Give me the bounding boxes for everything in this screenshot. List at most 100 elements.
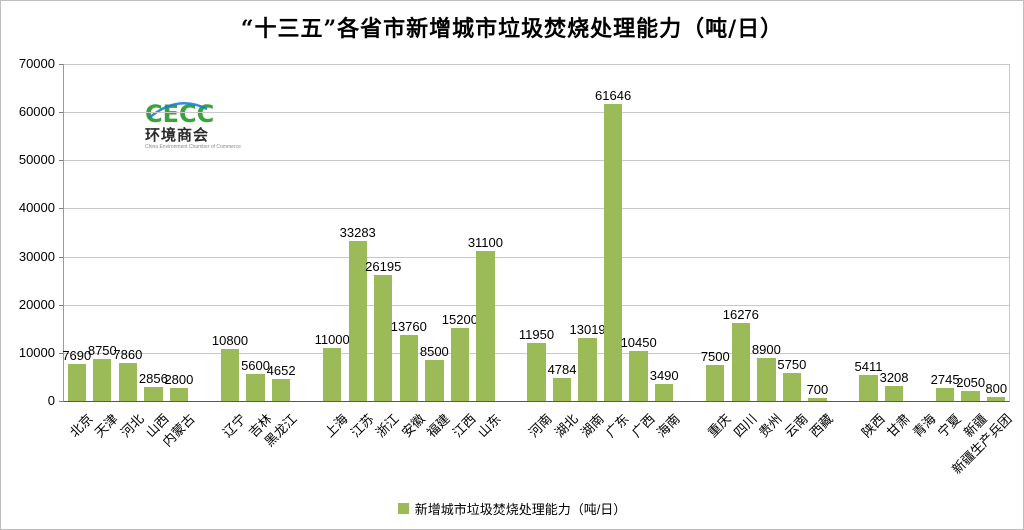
y-axis-tick — [59, 160, 63, 162]
gridline — [64, 160, 1009, 162]
x-axis-label: 福建 — [424, 411, 454, 441]
bar-value-label: 10800 — [211, 333, 249, 349]
bar — [271, 378, 291, 401]
bar-value-label: 7500 — [700, 348, 730, 364]
bar — [603, 104, 623, 401]
bar-value-label: 61646 — [595, 88, 632, 104]
x-axis-label: 山西 — [143, 411, 173, 441]
x-axis-label: 天津 — [92, 411, 122, 441]
y-axis-tick — [59, 401, 63, 402]
bar-value-label: 15200 — [441, 311, 478, 327]
bar-value-label: 11950 — [518, 327, 555, 343]
gridline — [64, 256, 1009, 258]
x-axis-label: 安徽 — [398, 411, 428, 441]
bar — [399, 334, 418, 401]
bar-value-label: 16276 — [722, 306, 759, 322]
y-axis-tick — [59, 352, 63, 354]
bar-value-label: 26195 — [365, 258, 402, 274]
gridline — [64, 208, 1009, 210]
bar — [144, 387, 163, 401]
x-axis-label: 陕西 — [858, 411, 888, 441]
bar — [450, 327, 470, 401]
bar — [731, 322, 750, 401]
y-axis-tick-label: 50000 — [18, 152, 55, 168]
legend-swatch — [397, 503, 409, 514]
bar-value-label: 8750 — [87, 342, 117, 358]
bar — [93, 358, 112, 401]
bar-value-label: 7860 — [113, 347, 143, 363]
bar-value-label: 2800 — [164, 371, 194, 387]
bar — [935, 387, 955, 401]
bar — [425, 360, 444, 401]
bar-value-label: 11000 — [314, 332, 350, 348]
plot-area: 7690 8750 7860 2856 2800 10800 5600 4652 11000 33… — [62, 64, 1010, 402]
bar — [169, 387, 189, 401]
y-axis-tick — [59, 64, 63, 65]
bar-value-label: 700 — [806, 381, 829, 397]
bar-value-label: 4652 — [266, 362, 296, 378]
x-axis-label: 浙江 — [372, 411, 402, 441]
x-axis-label: 广西 — [628, 411, 658, 441]
bar — [476, 251, 495, 401]
bar — [527, 343, 546, 401]
x-axis-label: 山东 — [475, 411, 505, 441]
bar — [374, 274, 393, 401]
bar — [552, 377, 572, 401]
bar-value-label: 5411 — [854, 358, 883, 374]
y-axis-tick-label: 20000 — [18, 296, 55, 312]
y-axis-tick-label: 10000 — [18, 344, 55, 360]
x-axis-label: 重庆 — [705, 411, 735, 441]
bar — [322, 348, 342, 401]
bar-value-label: 2745 — [930, 371, 960, 387]
x-axis-label: 内蒙古 — [159, 411, 198, 450]
x-axis-label: 河南 — [526, 411, 556, 441]
x-axis-label: 甘肃 — [883, 411, 913, 441]
bar-value-label: 10450 — [620, 334, 657, 350]
x-axis-label: 四川 — [730, 411, 760, 441]
bar-value-label: 3208 — [879, 369, 909, 385]
x-axis-label: 江苏 — [347, 411, 377, 441]
x-axis-label: 湖北 — [551, 411, 581, 441]
bar — [67, 363, 86, 401]
bar — [961, 391, 980, 401]
bar-value-label: 5750 — [777, 357, 807, 373]
y-axis-tick-label: 70000 — [18, 56, 55, 71]
y-axis-tick-label: 0 — [47, 393, 55, 408]
x-axis-label: 北京 — [66, 411, 96, 441]
bar — [757, 358, 776, 401]
bar — [884, 385, 904, 401]
chart-title: “十三五”各省市新增城市垃圾焚烧处理能力（吨/日） — [240, 16, 784, 42]
y-axis-tick — [59, 304, 63, 306]
bar — [246, 374, 265, 401]
gridline — [64, 304, 1009, 306]
bar — [782, 373, 802, 401]
bar — [859, 374, 878, 401]
bar-value-label: 8500 — [419, 344, 449, 360]
bar — [987, 397, 1006, 401]
x-axis-label: 新疆 — [960, 411, 990, 441]
gridline — [64, 112, 1009, 114]
gridline — [64, 64, 1009, 65]
y-axis-tick-label: 40000 — [18, 200, 55, 216]
bar — [220, 349, 240, 401]
bar-value-label: 3490 — [649, 368, 679, 384]
y-axis-tick — [59, 112, 63, 114]
x-axis-label: 广东 — [602, 411, 632, 441]
bar-value-label: 2050 — [956, 375, 986, 391]
bar-value-label: 13019 — [569, 322, 606, 338]
x-axis-label: 新疆生产兵团 — [949, 411, 1015, 477]
bar — [118, 363, 138, 401]
cecc-logo: CECC 环境商会 China Environment Chamber of C… — [145, 102, 241, 150]
x-axis-label: 湖南 — [577, 411, 607, 441]
bar-value-label: 7690 — [62, 347, 92, 363]
bar — [629, 350, 648, 401]
bar-value-label: 800 — [985, 381, 1008, 397]
y-axis-tick — [59, 208, 63, 210]
bar-value-label: 31100 — [467, 235, 503, 251]
bar-value-label: 13760 — [390, 318, 427, 334]
x-axis-label: 黑龙江 — [261, 411, 300, 450]
x-axis-label: 西藏 — [807, 411, 837, 441]
y-axis-tick-label: 30000 — [18, 248, 55, 264]
bar — [706, 364, 725, 401]
